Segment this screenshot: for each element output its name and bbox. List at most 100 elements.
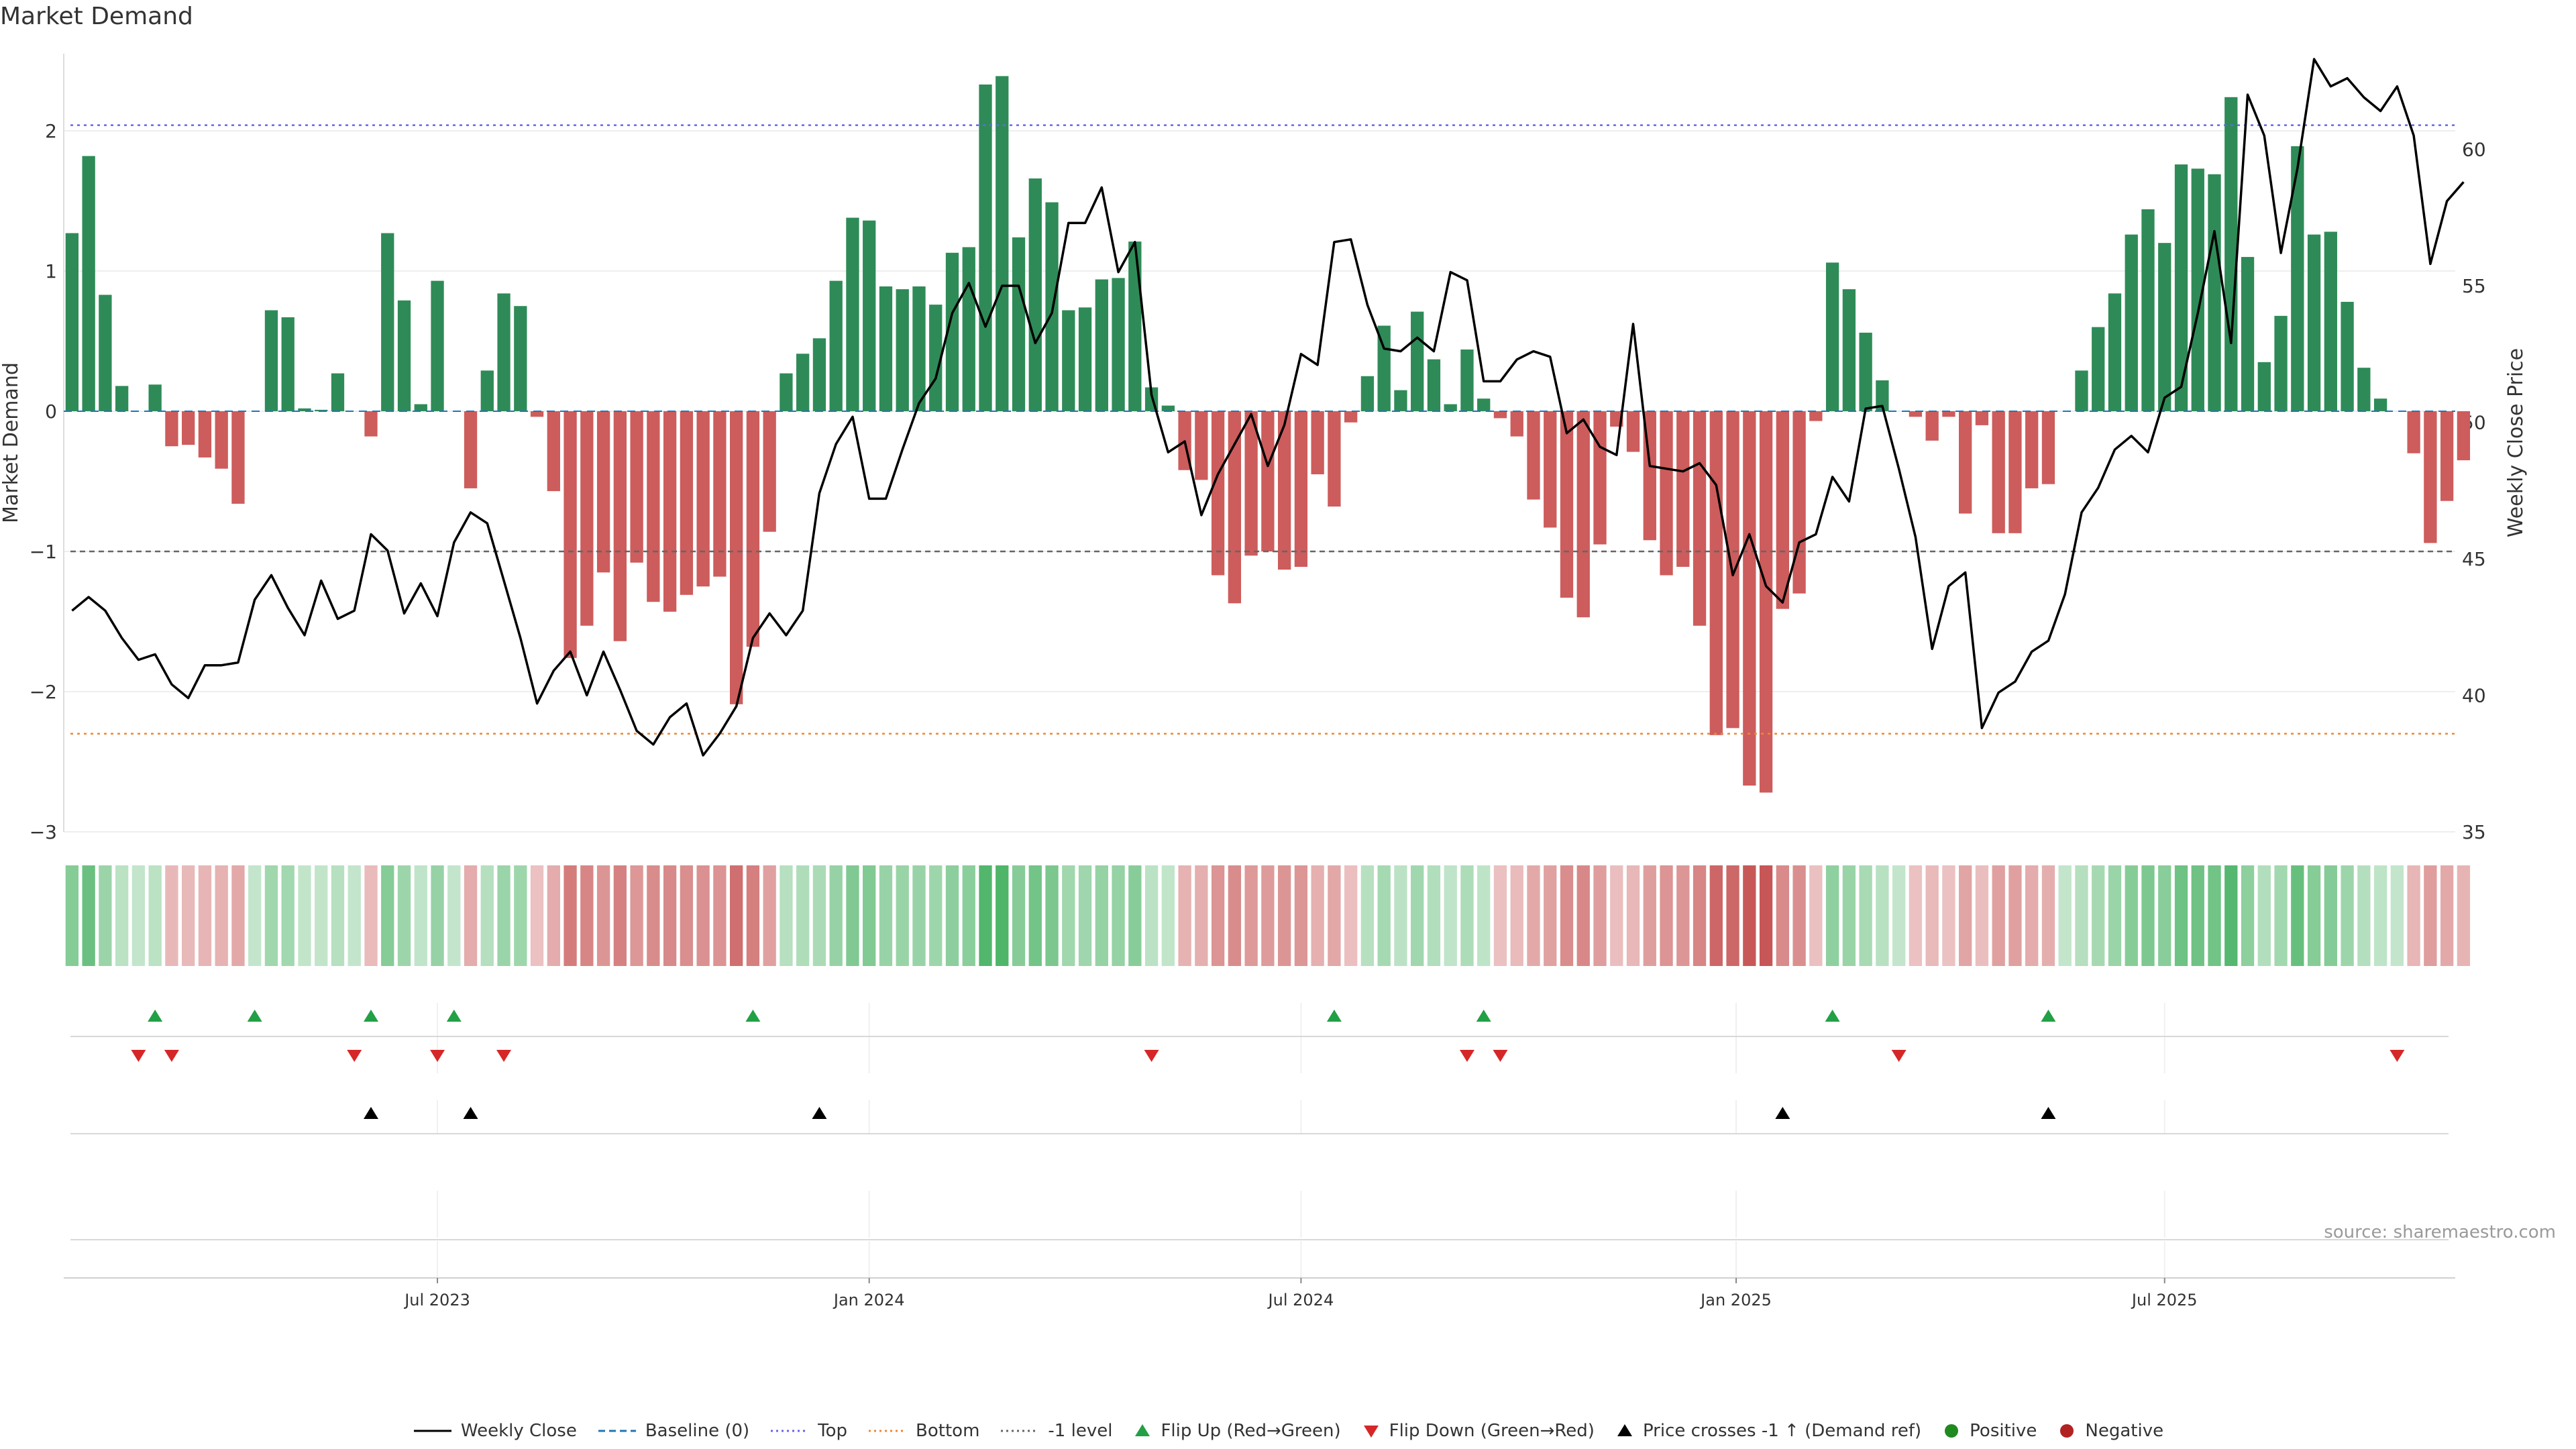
demand-heat-cell xyxy=(1095,865,1108,966)
demand-bar-negative xyxy=(663,411,677,612)
demand-bar-positive xyxy=(829,280,843,411)
demand-bar-negative xyxy=(215,411,228,469)
y2-tick-label: 35 xyxy=(2462,821,2486,843)
demand-bar-negative xyxy=(1211,411,1225,576)
flip-down-marker xyxy=(496,1050,512,1062)
demand-bar-negative xyxy=(630,411,643,563)
demand-bar-positive xyxy=(1377,325,1391,411)
demand-heat-cell xyxy=(2373,865,2387,966)
demand-bar-positive xyxy=(431,280,444,411)
demand-heat-cell xyxy=(1411,865,1424,966)
demand-bar-positive xyxy=(1411,311,1424,411)
demand-bar-negative xyxy=(1942,411,1955,417)
demand-bar-negative xyxy=(680,411,694,595)
demand-bar-positive xyxy=(2241,257,2255,411)
demand-bar-positive xyxy=(1062,310,1075,411)
demand-bar-positive xyxy=(1825,262,1839,411)
demand-bar-negative xyxy=(2424,411,2437,543)
demand-bar-negative xyxy=(1277,411,1291,570)
demand-heat-cell xyxy=(547,865,560,966)
demand-bar-negative xyxy=(713,411,727,577)
demand-heat-cell xyxy=(2092,865,2105,966)
demand-bar-positive xyxy=(2357,368,2371,411)
demand-bar-positive xyxy=(1028,178,1042,411)
demand-bar-positive xyxy=(115,386,129,411)
legend-symbol-line-dotted-icon xyxy=(771,1430,809,1432)
demand-bar-positive xyxy=(945,252,959,411)
demand-heat-cell xyxy=(1942,865,1955,966)
demand-heat-cell xyxy=(945,865,959,966)
demand-heat-cell xyxy=(1660,865,1673,966)
legend-item-weekly-close: Weekly Close xyxy=(413,1421,577,1441)
legend-item-minus-one: -1 level xyxy=(1000,1421,1112,1441)
demand-bar-positive xyxy=(1012,237,1026,411)
x-tick-label: Jan 2024 xyxy=(833,1291,905,1309)
demand-bar-positive xyxy=(2158,243,2171,411)
demand-heat-cell xyxy=(929,865,943,966)
demand-heat-cell xyxy=(2407,865,2420,966)
demand-heat-cell xyxy=(1045,865,1059,966)
legend-symbol-dot-icon xyxy=(1945,1424,1959,1438)
demand-heat-cell xyxy=(1992,865,2005,966)
demand-heat-cell xyxy=(630,865,643,966)
demand-heat-cell xyxy=(962,865,975,966)
demand-heat-cell xyxy=(1028,865,1042,966)
legend-item-top: Top xyxy=(769,1421,847,1441)
demand-bar-positive xyxy=(397,300,411,411)
demand-bar-negative xyxy=(1660,411,1673,576)
legend-symbol-triangle-down-icon xyxy=(1363,1426,1379,1438)
demand-bar-negative xyxy=(530,411,544,417)
demand-heat-cell xyxy=(530,865,544,966)
demand-bar-positive xyxy=(1477,398,1491,411)
demand-bar-positive xyxy=(82,156,95,411)
demand-heat-cell xyxy=(1709,865,1723,966)
demand-heat-cell xyxy=(912,865,926,966)
demand-heat-cell xyxy=(1294,865,1308,966)
demand-bar-positive xyxy=(896,289,909,411)
demand-bar-positive xyxy=(2373,398,2387,411)
demand-heat-cell xyxy=(198,865,212,966)
demand-heat-cell xyxy=(447,865,461,966)
x-tick-label: Jul 2024 xyxy=(1267,1291,1334,1309)
legend-label: -1 level xyxy=(1048,1421,1113,1441)
demand-bar-positive xyxy=(414,404,427,411)
demand-heat-cell xyxy=(863,865,876,966)
demand-heat-cell xyxy=(763,865,776,966)
flip-up-marker xyxy=(446,1010,462,1022)
demand-bar-negative xyxy=(165,411,178,447)
demand-bar-positive xyxy=(315,409,328,411)
demand-heat-cell xyxy=(248,865,262,966)
demand-bar-negative xyxy=(2440,411,2454,501)
demand-heat-cell xyxy=(1593,865,1607,966)
demand-heat-cell xyxy=(464,865,478,966)
demand-heat-cell xyxy=(2257,865,2271,966)
flip-up-marker xyxy=(745,1010,761,1022)
demand-heat-cell xyxy=(979,865,992,966)
demand-heat-cell xyxy=(1427,865,1441,966)
demand-heat-cell xyxy=(812,865,826,966)
demand-heat-cell xyxy=(1776,865,1789,966)
demand-bar-negative xyxy=(1693,411,1707,626)
y2-tick-label: 55 xyxy=(2462,275,2486,297)
legend-label: Flip Up (Red→Green) xyxy=(1161,1421,1341,1441)
demand-heat-cell xyxy=(1328,865,1341,966)
flip-down-marker xyxy=(347,1050,362,1062)
x-tick-label: Jul 2023 xyxy=(403,1291,470,1309)
demand-bar-positive xyxy=(480,370,494,411)
flip-down-marker xyxy=(131,1050,146,1062)
demand-heat-cell xyxy=(2324,865,2337,966)
demand-bar-negative xyxy=(746,411,760,647)
demand-heat-cell xyxy=(2457,865,2471,966)
demand-bar-positive xyxy=(1394,390,1407,411)
demand-heat-cell xyxy=(1643,865,1656,966)
demand-heat-cell xyxy=(1460,865,1474,966)
legend-label: Flip Down (Green→Red) xyxy=(1389,1421,1595,1441)
demand-heat-cell xyxy=(829,865,843,966)
demand-bar-negative xyxy=(1493,411,1507,419)
demand-heat-cell xyxy=(364,865,378,966)
demand-bar-negative xyxy=(613,411,627,641)
demand-heat-cell xyxy=(2241,865,2255,966)
demand-heat-cell xyxy=(1959,865,1972,966)
demand-heat-cell xyxy=(1178,865,1191,966)
demand-bar-positive xyxy=(514,306,527,411)
